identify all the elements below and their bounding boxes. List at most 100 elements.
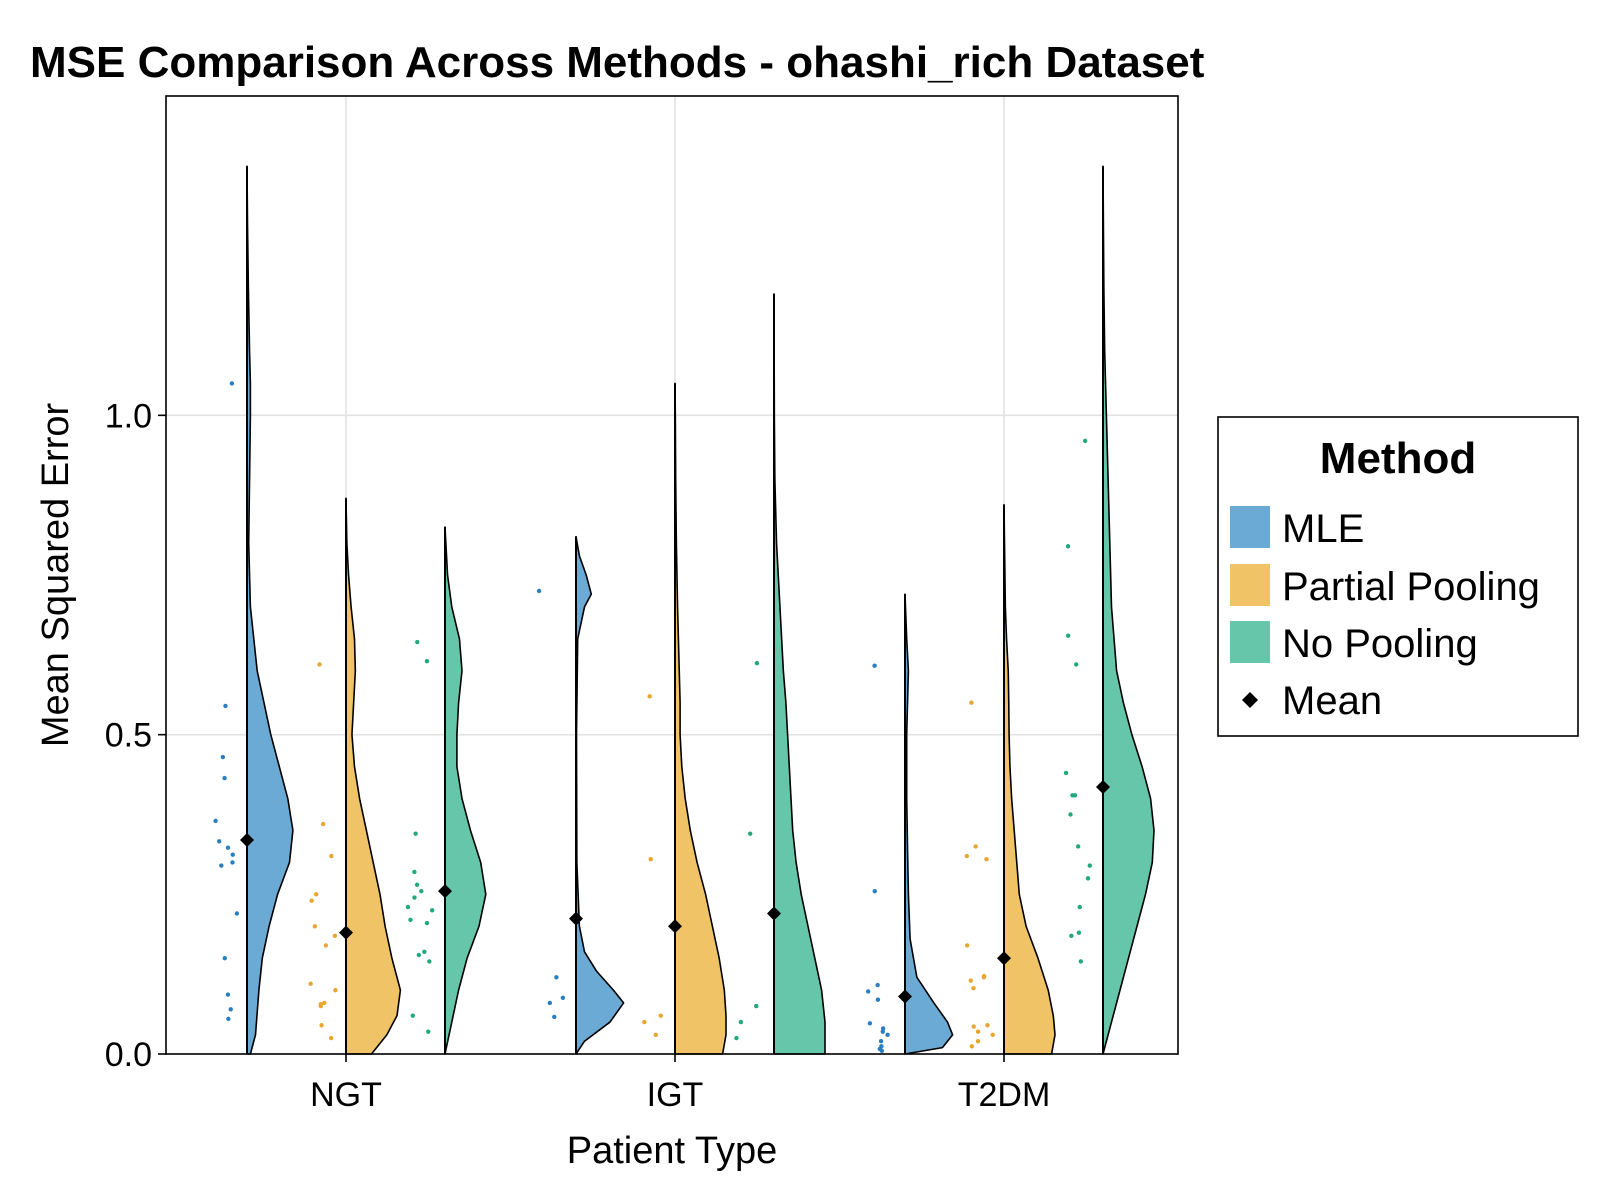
mean-marker	[569, 911, 583, 926]
data-point	[424, 920, 430, 926]
data-point	[969, 700, 974, 705]
data-point	[1082, 438, 1088, 444]
data-point	[429, 908, 435, 913]
data-point	[867, 1021, 873, 1026]
legend-swatch-no-pooling	[1230, 621, 1270, 663]
plot-frame	[165, 95, 1179, 1055]
data-point	[213, 818, 218, 824]
data-point	[990, 1032, 995, 1038]
violin-no-pooling-ngt	[444, 526, 487, 1055]
data-point	[975, 1039, 981, 1044]
x-axis-label: Patient Type	[567, 1130, 778, 1172]
x-tick-label: T2DM	[958, 1076, 1051, 1114]
data-point	[1063, 770, 1069, 776]
data-point	[971, 1024, 976, 1029]
data-point	[879, 1048, 885, 1054]
data-point	[1072, 793, 1078, 798]
mean-marker	[1096, 780, 1110, 795]
data-point	[1078, 959, 1084, 964]
data-point	[878, 1039, 884, 1044]
mean-marker	[997, 951, 1011, 966]
data-point	[424, 659, 430, 664]
data-point	[536, 588, 542, 594]
data-point	[975, 1029, 981, 1034]
legend-items: MLE Partial Pooling No Pooling Mean	[1230, 506, 1540, 723]
data-point	[554, 975, 559, 980]
mean-marker	[240, 833, 254, 848]
data-point	[985, 1023, 990, 1028]
data-point	[880, 1029, 885, 1034]
data-point	[1068, 812, 1073, 817]
data-point	[872, 888, 877, 894]
data-point	[317, 662, 322, 667]
data-point	[981, 975, 987, 980]
data-point	[968, 978, 973, 983]
data-point	[223, 703, 228, 709]
data-point	[414, 882, 420, 887]
data-point	[1074, 662, 1079, 667]
data-point	[865, 989, 871, 994]
data-point	[319, 1023, 324, 1028]
legend-label: Partial Pooling	[1282, 565, 1540, 609]
data-point	[312, 924, 318, 929]
data-point	[747, 831, 753, 836]
y-axis-label: Mean Squared Error	[35, 403, 77, 748]
data-points	[213, 381, 1092, 1054]
data-point	[419, 888, 424, 894]
data-point	[313, 892, 319, 897]
legend-mean-marker	[1242, 692, 1258, 708]
data-point	[875, 982, 880, 988]
data-point	[309, 898, 314, 903]
data-point	[426, 1029, 431, 1034]
data-point	[872, 663, 877, 668]
data-point	[648, 857, 653, 862]
data-point	[1077, 904, 1082, 910]
data-point	[642, 1019, 647, 1025]
violins	[246, 165, 1155, 1055]
data-point	[647, 694, 652, 699]
data-point	[405, 904, 411, 910]
legend-label: MLE	[1282, 507, 1364, 551]
mean-marker	[898, 989, 912, 1004]
data-point	[308, 981, 313, 986]
data-point	[229, 381, 235, 386]
violin-partial-pooling-ngt	[345, 497, 402, 1055]
data-point	[552, 1014, 557, 1020]
data-point	[412, 895, 417, 900]
data-point	[230, 852, 235, 857]
data-point	[875, 997, 881, 1002]
data-point	[228, 1007, 233, 1012]
data-point	[323, 943, 329, 948]
x-tick-label: NGT	[310, 1076, 382, 1114]
data-point	[416, 952, 422, 958]
data-point	[1076, 930, 1082, 935]
data-point	[410, 1013, 415, 1018]
data-point	[329, 853, 334, 859]
data-point	[1065, 544, 1071, 549]
data-point	[984, 857, 989, 862]
mean-marker	[438, 884, 452, 899]
data-point	[560, 995, 566, 1000]
chart-title: MSE Comparison Across Methods - ohashi_r…	[30, 38, 1205, 87]
data-point	[328, 1035, 334, 1041]
violin-no-pooling-igt	[773, 293, 826, 1055]
data-point	[964, 853, 970, 859]
legend: Method MLE Partial Pooling No Pooling Mean	[1217, 416, 1579, 737]
data-point	[880, 1026, 886, 1031]
data-point	[234, 911, 240, 916]
violin-mle-ngt	[246, 165, 294, 1055]
data-point	[222, 956, 227, 961]
mean-marker	[339, 925, 353, 940]
data-point	[754, 660, 760, 666]
mean-marker	[668, 919, 682, 934]
data-point	[320, 821, 326, 827]
data-point	[422, 949, 427, 955]
data-point	[427, 959, 432, 964]
legend-label-mean: Mean	[1282, 679, 1382, 723]
data-point	[738, 1019, 744, 1025]
data-point	[415, 639, 420, 645]
data-point	[964, 943, 970, 948]
data-point	[658, 1013, 663, 1018]
data-point	[1087, 863, 1092, 868]
data-point	[318, 1003, 324, 1009]
